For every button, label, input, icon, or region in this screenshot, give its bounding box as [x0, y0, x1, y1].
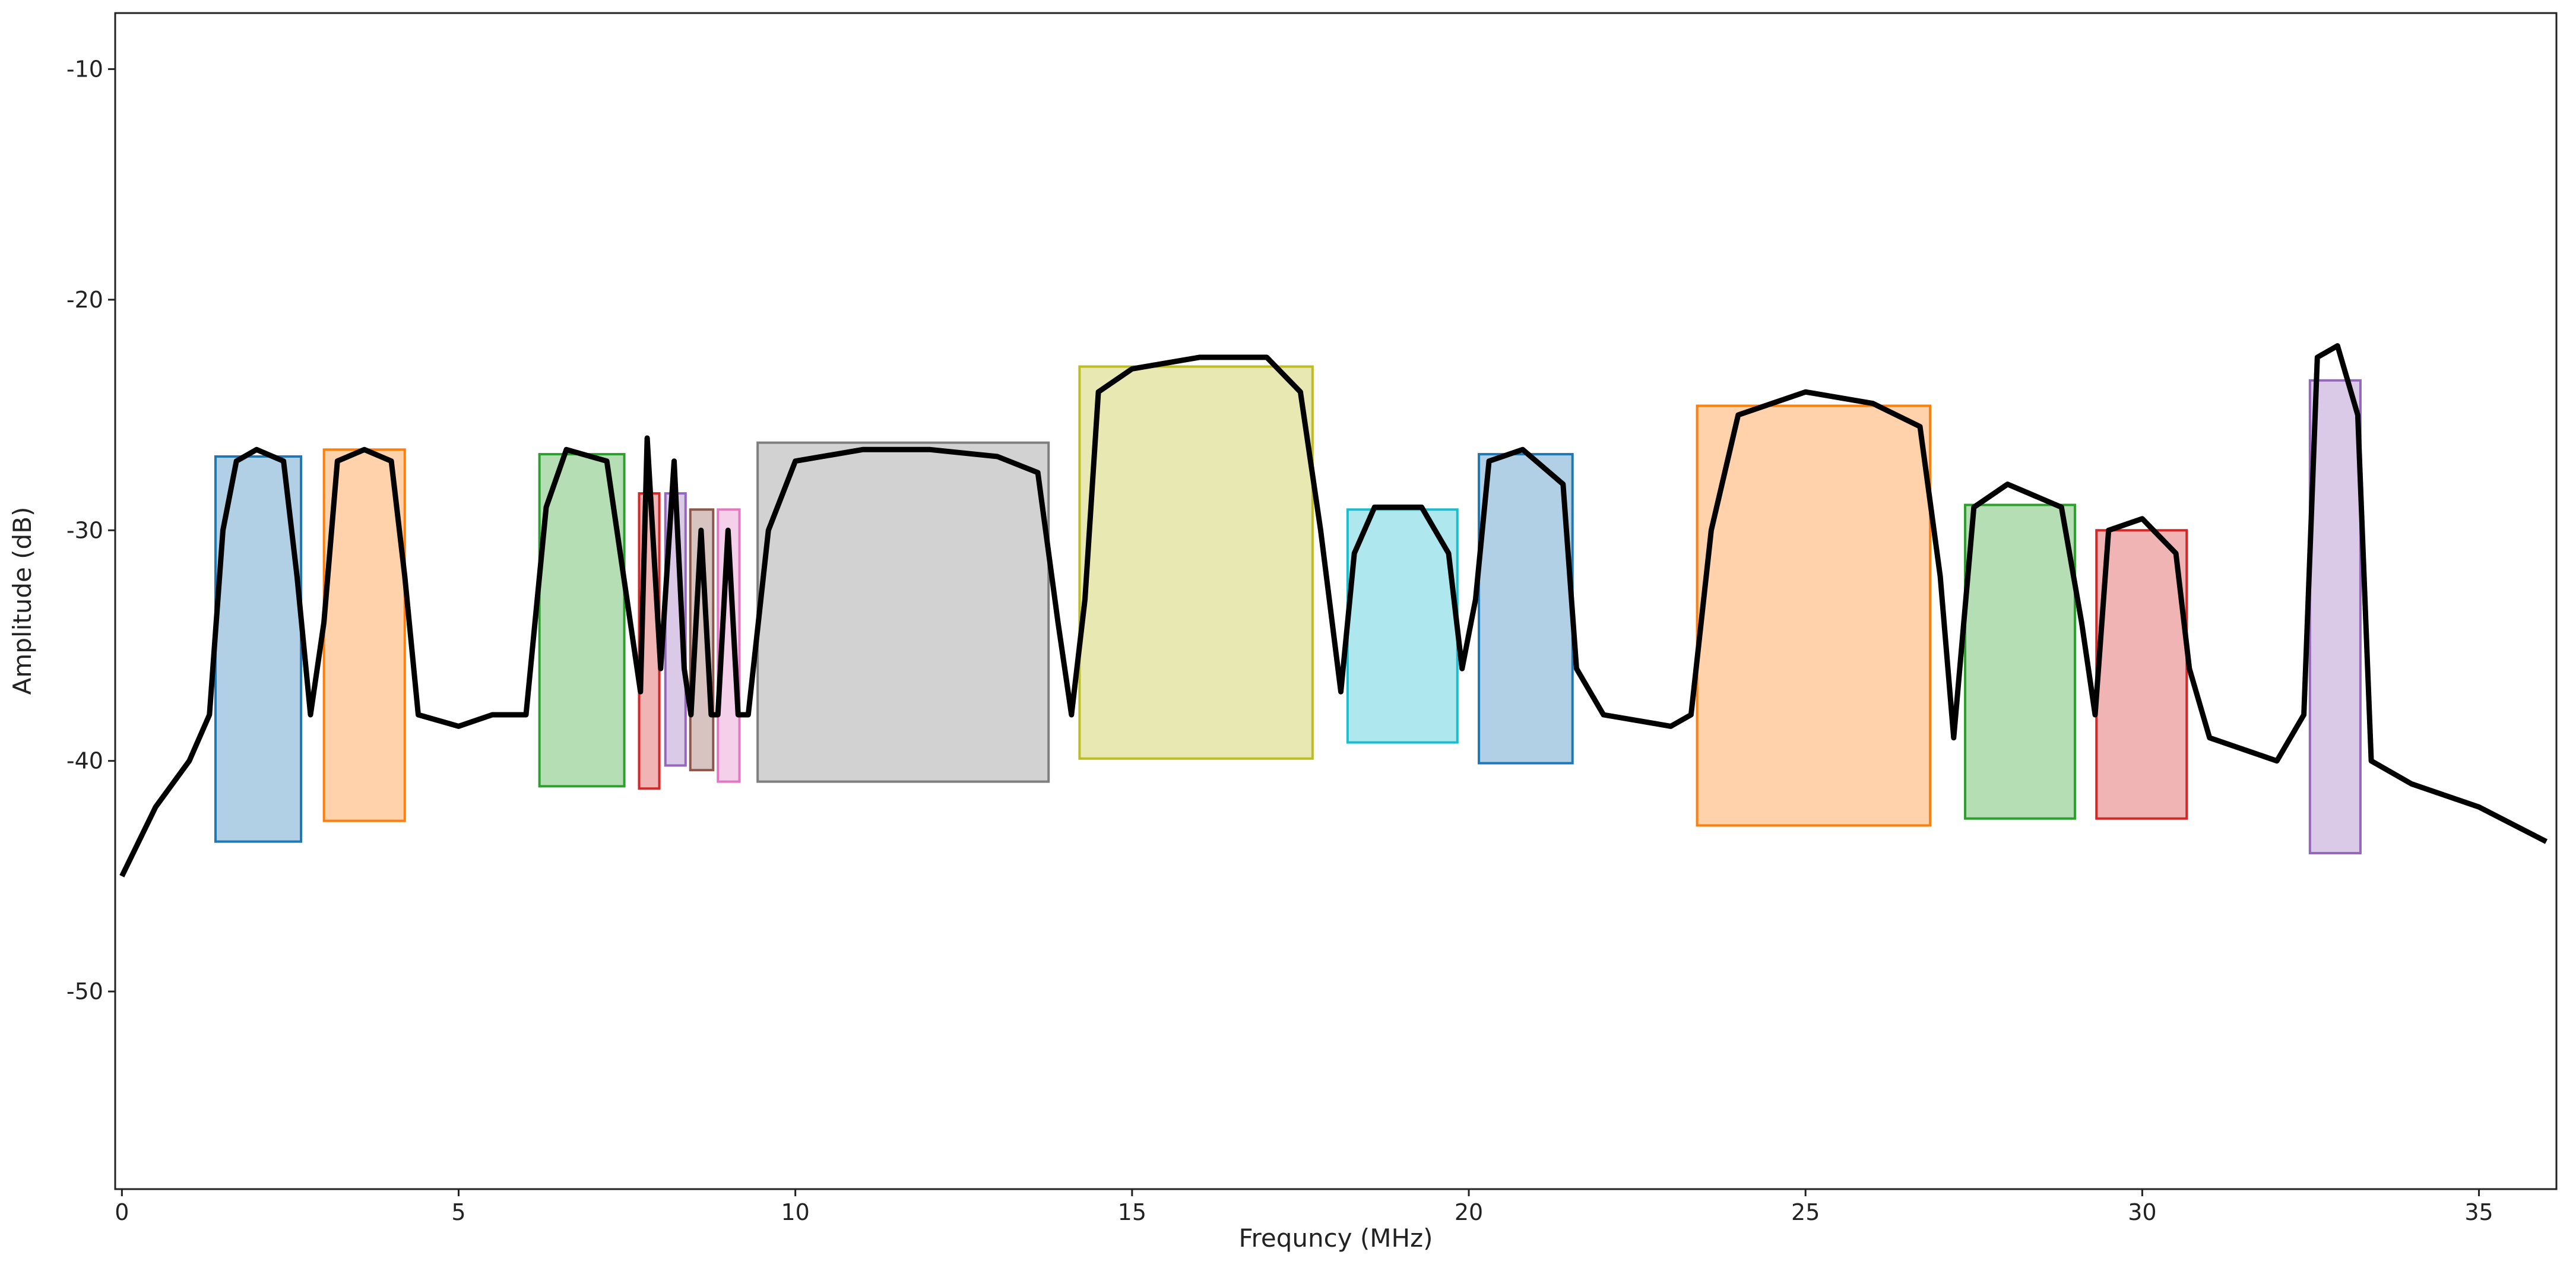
signal-box: [1478, 453, 1574, 765]
signal-box: [322, 448, 406, 822]
y-tick-label: -10: [66, 56, 103, 82]
signal-box: [1964, 503, 2076, 820]
x-tick-label: 20: [1455, 1199, 1483, 1225]
y-tick-label: -30: [66, 517, 103, 543]
x-tick-label: 10: [781, 1199, 810, 1225]
x-tick-label: 30: [2128, 1199, 2156, 1225]
y-tick-label: -20: [66, 287, 103, 313]
signal-box: [756, 441, 1050, 783]
x-tick-label: 5: [451, 1199, 465, 1225]
plot-frame: [114, 12, 2558, 1190]
signal-box: [2308, 379, 2362, 855]
x-tick-label: 15: [1118, 1199, 1146, 1225]
signal-box: [2095, 529, 2188, 820]
x-tick-label: 35: [2464, 1199, 2493, 1225]
y-axis-label: Amplitude (dB): [8, 507, 37, 695]
signal-box: [1078, 365, 1314, 760]
y-tick-label: -40: [66, 748, 103, 774]
signal-box: [214, 455, 303, 843]
x-tick-label: 25: [1791, 1199, 1820, 1225]
spectrum-line: [119, 343, 2548, 877]
y-tick-label: -50: [66, 978, 103, 1004]
signal-box: [1696, 404, 1932, 827]
x-tick-label: 0: [115, 1199, 129, 1225]
signal-box: [538, 453, 626, 788]
x-axis-label: Frequncy (MHz): [1238, 1224, 1433, 1253]
